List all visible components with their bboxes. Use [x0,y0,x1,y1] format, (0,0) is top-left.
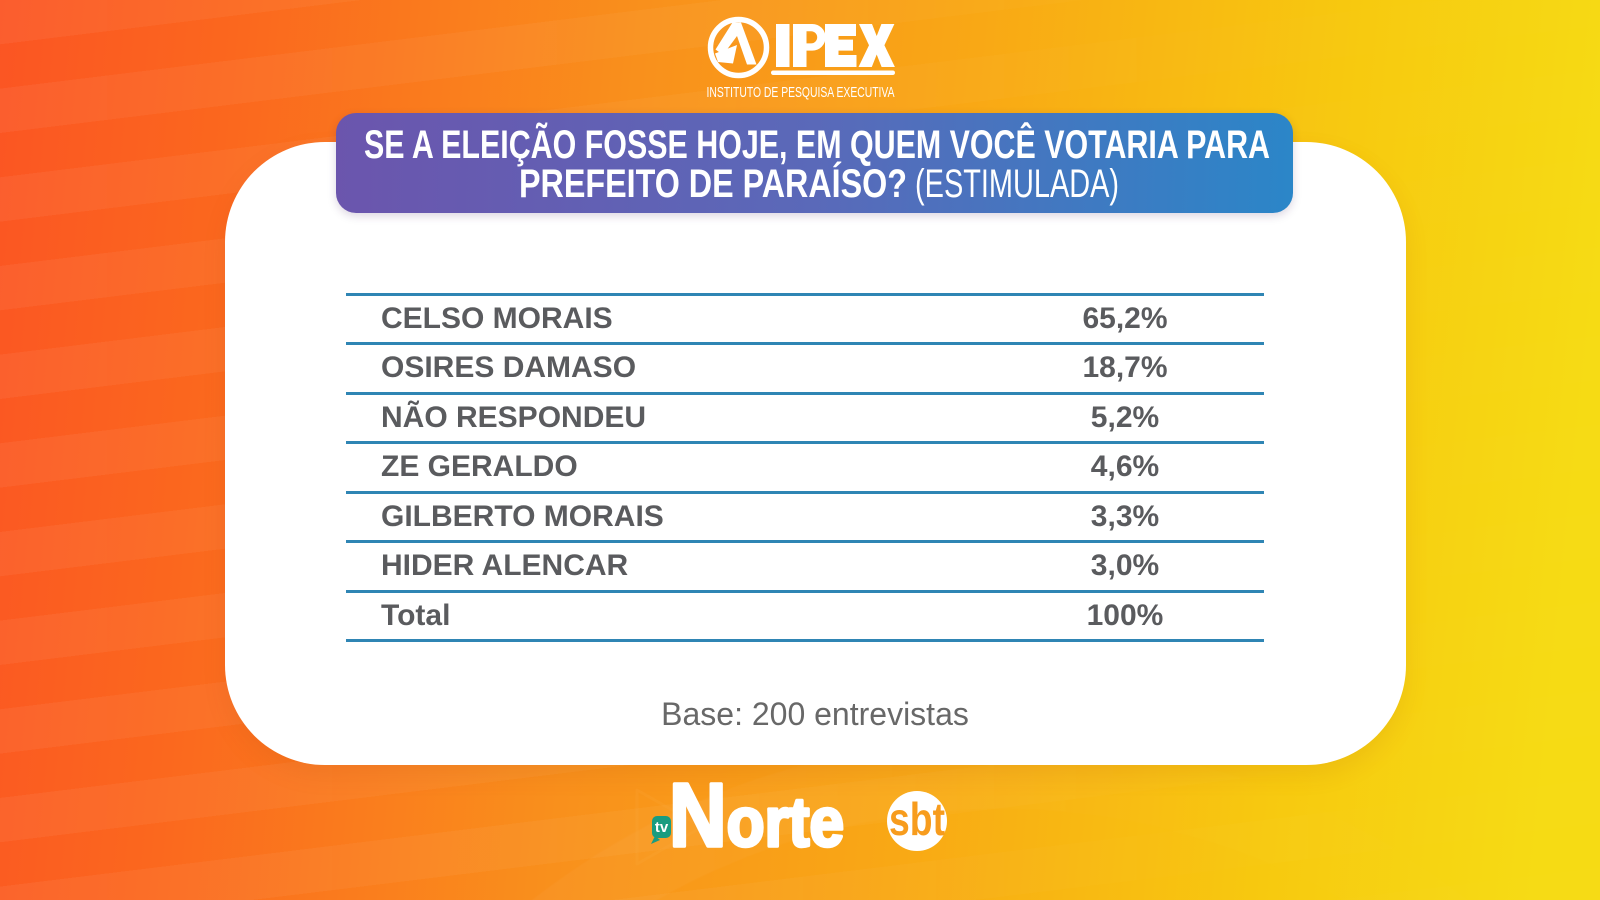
svg-text:sbt: sbt [889,793,945,845]
svg-text:PREFEITO DE PARAÍSO? (ESTIMULA: PREFEITO DE PARAÍSO? (ESTIMULADA) [519,161,1119,206]
svg-text:tv: tv [655,819,669,836]
svg-text:SE A ELEIÇÃO FOSSE HOJE, EM QU: SE A ELEIÇÃO FOSSE HOJE, EM QUEM VOCÊ VO… [364,121,1270,167]
svg-text:Norte: Norte [669,770,844,866]
svg-text:INSTITUTO DE PESQUISA EXECUTIV: INSTITUTO DE PESQUISA EXECUTIVA [707,85,895,101]
